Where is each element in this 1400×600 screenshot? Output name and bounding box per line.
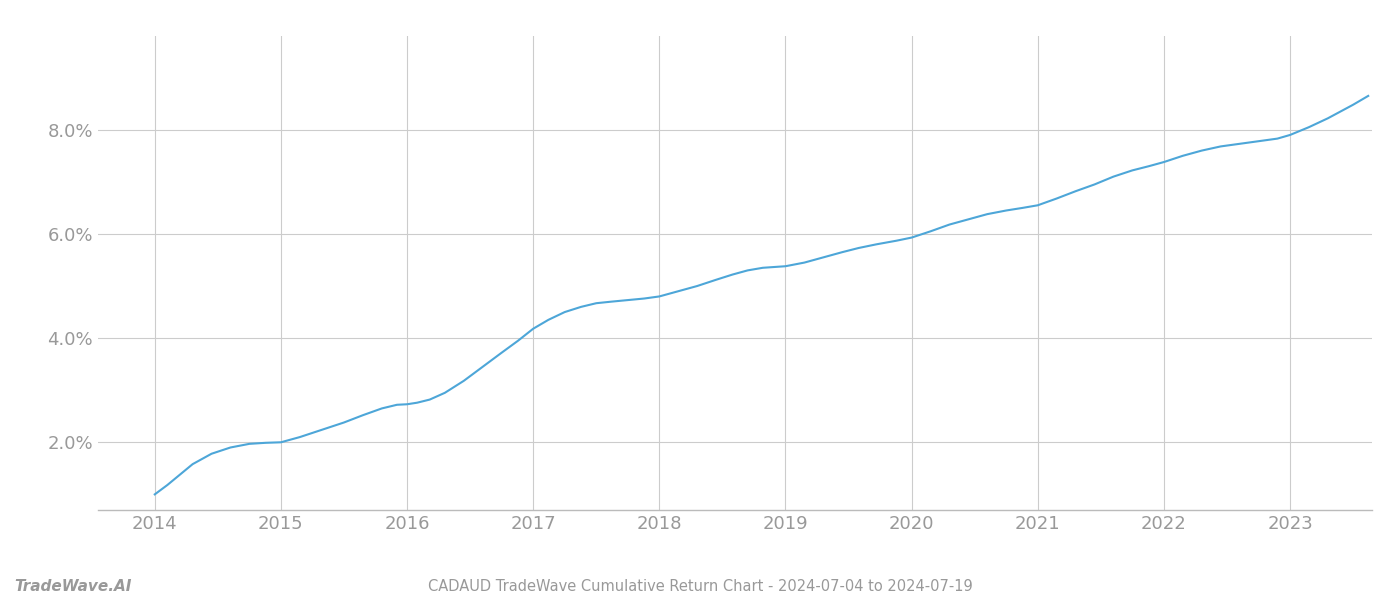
Text: CADAUD TradeWave Cumulative Return Chart - 2024-07-04 to 2024-07-19: CADAUD TradeWave Cumulative Return Chart… (427, 579, 973, 594)
Text: TradeWave.AI: TradeWave.AI (14, 579, 132, 594)
